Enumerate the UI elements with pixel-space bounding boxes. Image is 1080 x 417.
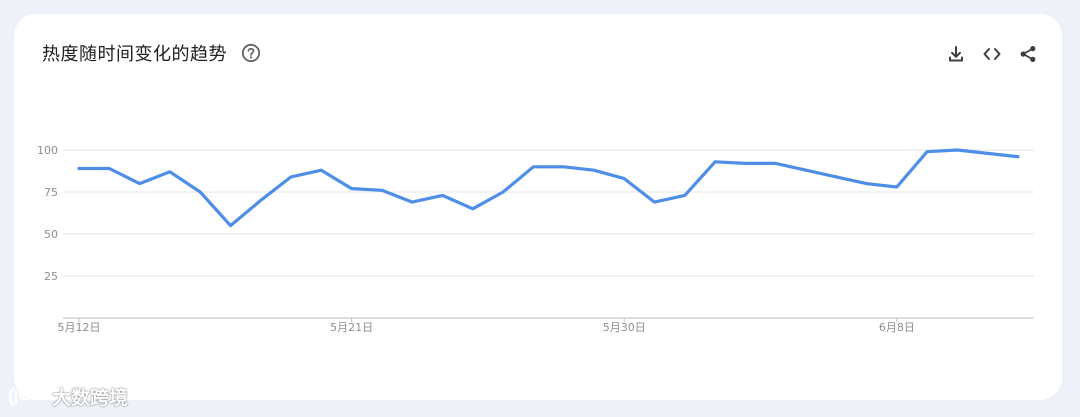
data-point[interactable]: 5月23日: 69 bbox=[406, 196, 418, 208]
y-axis-ticks: 25 50 75 100 bbox=[37, 144, 58, 283]
data-point[interactable]: 5月20日: 88 bbox=[315, 164, 327, 176]
data-point[interactable]: 5月14日: 80 bbox=[134, 178, 146, 190]
chart-card: 热度随时间变化的趋势 bbox=[14, 14, 1062, 400]
data-point[interactable]: 6月7日: 80 bbox=[861, 178, 873, 190]
grid-layer bbox=[63, 149, 1034, 319]
data-point[interactable]: 6月4日: 92 bbox=[770, 157, 782, 169]
data-point[interactable]: 5月31日: 69 bbox=[649, 196, 661, 208]
data-point[interactable]: 5月19日: 84 bbox=[285, 171, 297, 183]
download-button[interactable] bbox=[944, 42, 968, 66]
data-point[interactable]: 5月16日: 75 bbox=[194, 186, 206, 198]
card-title: 热度随时间变化的趋势 bbox=[42, 44, 227, 65]
download-icon bbox=[949, 46, 963, 62]
y-tick-label: 100 bbox=[37, 144, 58, 157]
series-line bbox=[77, 148, 1020, 228]
data-point[interactable]: 6月12日: 96 bbox=[1012, 151, 1024, 163]
data-point[interactable]: 5月17日: 55 bbox=[224, 220, 236, 232]
data-point[interactable]: 5月21日: 77 bbox=[346, 183, 358, 195]
watermark: 大数跨境 bbox=[8, 383, 128, 410]
data-point[interactable]: 5月13日: 89 bbox=[103, 162, 115, 174]
data-point[interactable]: 5月25日: 65 bbox=[467, 203, 479, 215]
data-point[interactable]: 5月29日: 88 bbox=[588, 164, 600, 176]
help-circle-icon[interactable] bbox=[241, 43, 261, 63]
card-actions bbox=[944, 42, 1040, 66]
x-tick-label: 5月21日 bbox=[330, 321, 373, 334]
data-point[interactable]: 6月6日: 84 bbox=[830, 171, 842, 183]
data-point[interactable]: 6月9日: 99 bbox=[921, 146, 933, 158]
data-point[interactable]: 5月26日: 75 bbox=[497, 186, 509, 198]
x-tick-label: 6月8日 bbox=[879, 321, 915, 334]
x-axis-ticks: 5月12日 5月21日 5月30日 6月8日 bbox=[58, 318, 915, 334]
data-point[interactable]: 6月5日: 88 bbox=[800, 164, 812, 176]
embed-button[interactable] bbox=[980, 42, 1004, 66]
share-button[interactable] bbox=[1016, 42, 1040, 66]
x-tick-label: 5月12日 bbox=[58, 321, 101, 334]
data-point[interactable]: 6月1日: 73 bbox=[679, 189, 691, 201]
share-icon bbox=[1020, 46, 1036, 62]
data-point[interactable]: 5月18日: 70 bbox=[255, 194, 267, 206]
title-row: 热度随时间变化的趋势 bbox=[42, 40, 261, 66]
data-point[interactable]: 5月12日: 89 bbox=[73, 162, 85, 174]
data-point[interactable]: 5月22日: 76 bbox=[376, 184, 388, 196]
data-point[interactable]: 5月27日: 90 bbox=[527, 161, 539, 173]
data-point[interactable]: 6月2日: 93 bbox=[709, 156, 721, 168]
data-point[interactable]: 6月3日: 92 bbox=[739, 157, 751, 169]
data-point[interactable]: 5月30日: 83 bbox=[618, 173, 630, 185]
data-point[interactable]: 5月28日: 90 bbox=[558, 161, 570, 173]
y-tick-label: 50 bbox=[44, 228, 58, 241]
y-tick-label: 25 bbox=[44, 270, 58, 283]
watermark-logo-icon bbox=[9, 386, 44, 407]
data-point[interactable]: 5月24日: 73 bbox=[436, 189, 448, 201]
series-layer: 5月12日: 89 5月13日: 89 5月14日: 80 5月15日: 87 5月16… bbox=[73, 144, 1024, 232]
watermark-text: 大数跨境 bbox=[52, 387, 129, 409]
data-point[interactable]: 5月15日: 87 bbox=[164, 166, 176, 178]
x-tick-label: 5月30日 bbox=[603, 321, 646, 334]
data-point[interactable]: 6月10日: 100 bbox=[951, 144, 963, 156]
y-tick-label: 75 bbox=[44, 186, 58, 199]
data-point[interactable]: 6月11日: 98 bbox=[982, 147, 994, 159]
code-icon bbox=[983, 48, 1001, 60]
data-point[interactable]: 6月8日: 78 bbox=[891, 181, 903, 193]
